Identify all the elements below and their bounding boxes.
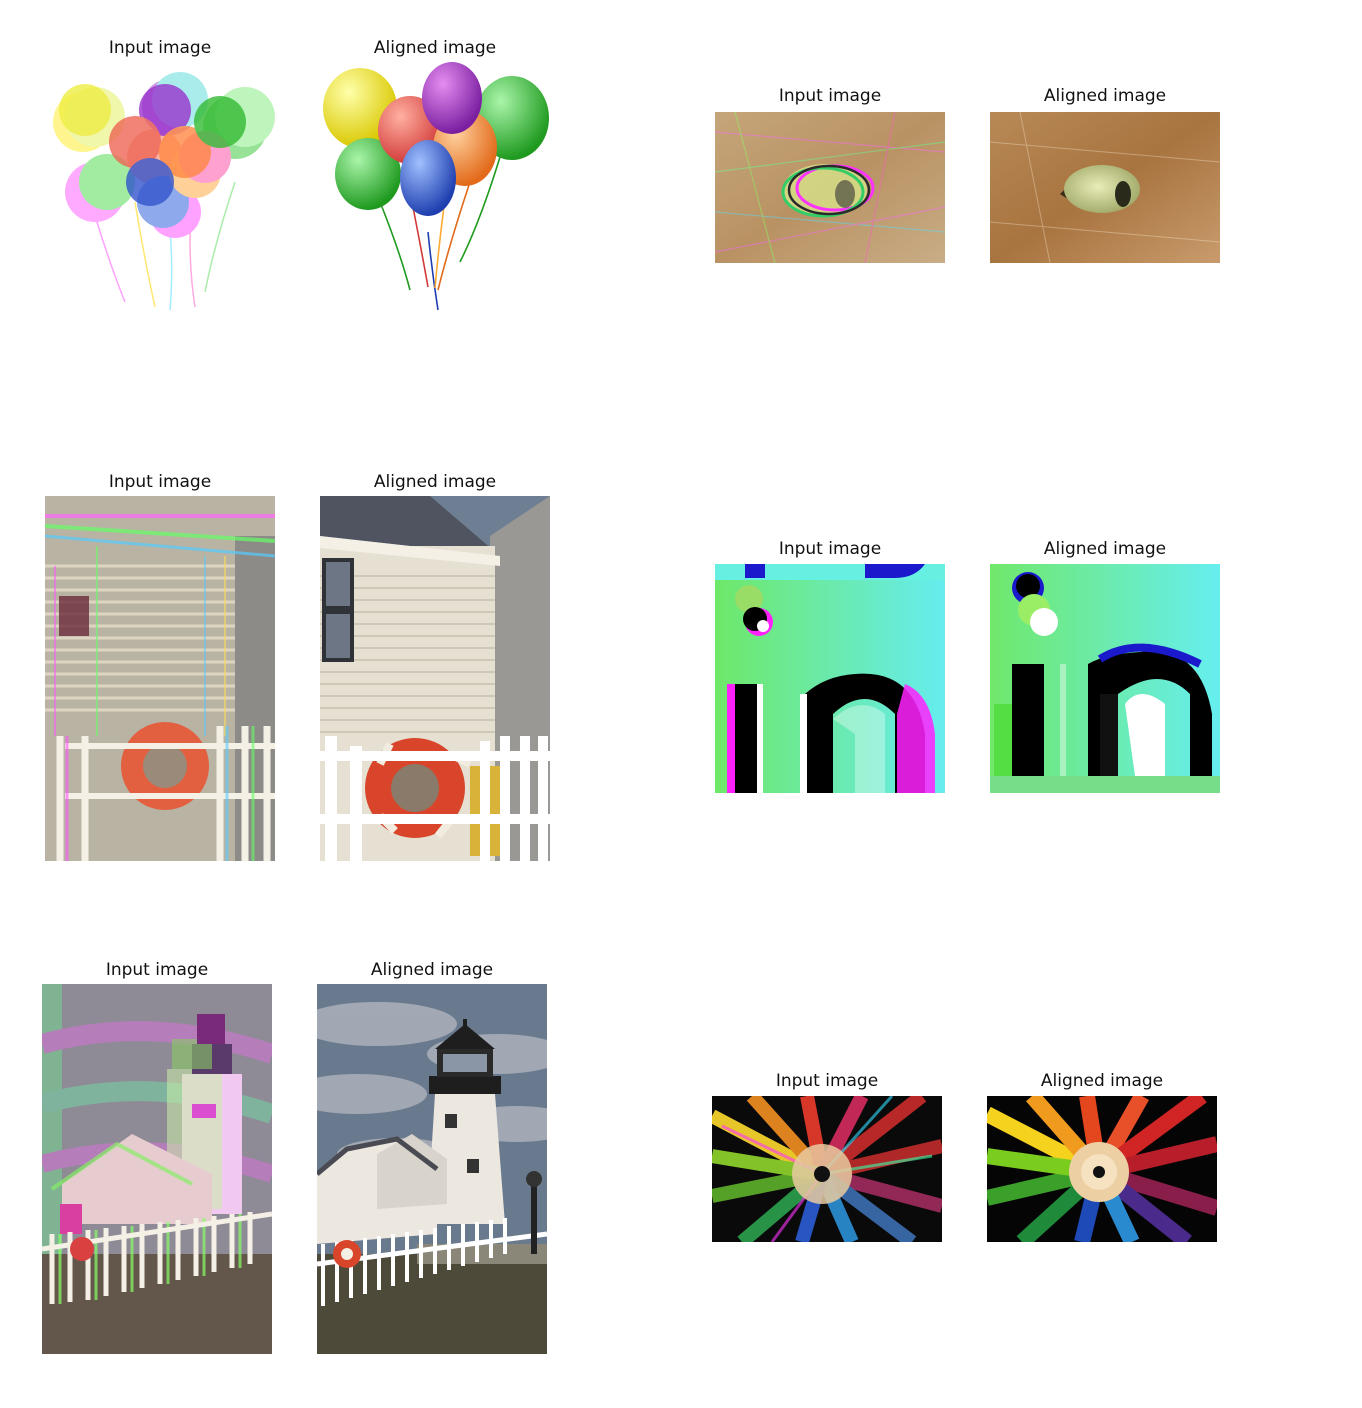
panel-title: Input image [778, 86, 882, 106]
panel-cat-eye-aligned: Aligned image [990, 86, 1220, 263]
cat-eye-aligned-image [990, 112, 1220, 263]
cat-eye-input-image [715, 112, 945, 263]
balloons-aligned-image [320, 62, 550, 312]
panel-lighthouse-input: Input image [42, 960, 272, 1354]
panel-letters-input: Input image [715, 539, 945, 793]
panel-house-aligned: Aligned image [320, 472, 550, 861]
letters-input-image [715, 564, 945, 793]
house-input-image [45, 496, 275, 861]
panel-title: Aligned image [373, 472, 497, 492]
panel-pencils-input: Input image [712, 1071, 942, 1242]
panel-house-input: Input image [45, 472, 275, 861]
panel-balloons-input: Input image [45, 38, 275, 312]
panel-title: Input image [778, 539, 882, 559]
panel-title: Input image [108, 38, 212, 58]
panel-pencils-aligned: Aligned image [987, 1071, 1217, 1242]
pencils-aligned-image [987, 1096, 1217, 1242]
panel-balloons-aligned: Aligned image [320, 38, 550, 312]
lighthouse-aligned-image [317, 984, 547, 1354]
panel-title: Input image [108, 472, 212, 492]
house-aligned-image [320, 496, 550, 861]
letters-aligned-image [990, 564, 1220, 793]
panel-title: Aligned image [370, 960, 494, 980]
panel-title: Aligned image [1043, 539, 1167, 559]
panel-cat-eye-input: Input image [715, 86, 945, 263]
panel-title: Aligned image [1043, 86, 1167, 106]
panel-letters-aligned: Aligned image [990, 539, 1220, 793]
panel-lighthouse-aligned: Aligned image [317, 960, 547, 1354]
panel-title: Aligned image [373, 38, 497, 58]
pencils-input-image [712, 1096, 942, 1242]
panel-title: Aligned image [1040, 1071, 1164, 1091]
panel-title: Input image [105, 960, 209, 980]
balloons-input-image [45, 62, 275, 312]
lighthouse-input-image [42, 984, 272, 1354]
panel-title: Input image [775, 1071, 879, 1091]
